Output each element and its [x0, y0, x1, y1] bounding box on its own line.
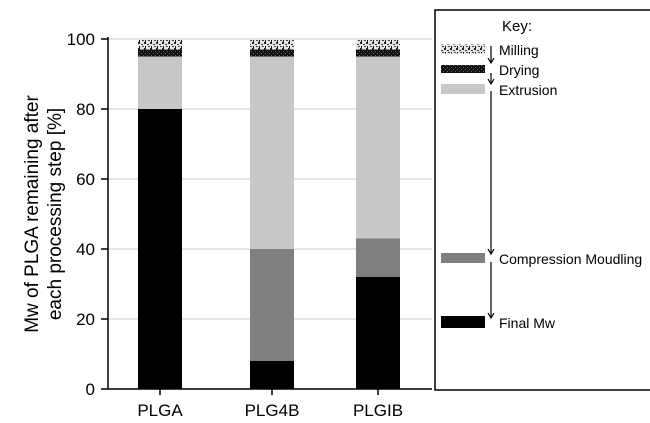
bar-segment-plga-milling — [138, 39, 182, 50]
y-tick-label: 0 — [86, 380, 95, 399]
legend-label-compression-moudling: Compression Moudling — [499, 251, 642, 267]
bar-segment-plg4b-compression-moudling — [250, 249, 294, 361]
legend-swatch-milling — [441, 44, 485, 54]
legend-swatch-extrusion — [441, 84, 485, 94]
bars — [138, 39, 400, 389]
process-arrow-head — [487, 248, 495, 256]
bar-segment-plga-extrusion — [138, 56, 182, 109]
legend-title: Key: — [502, 18, 532, 35]
bar-segment-plgib-extrusion — [356, 56, 400, 239]
bar-segment-plg4b-milling — [250, 39, 294, 50]
legend-label-milling: Milling — [499, 42, 539, 58]
y-tick-label: 20 — [76, 310, 95, 329]
y-tick-labels: 0 20 40 60 80 100 — [67, 30, 108, 399]
x-tick-label: PLG4B — [245, 401, 300, 420]
x-tick-label: PLGA — [137, 401, 183, 420]
legend-swatch-compression-moudling — [441, 253, 485, 263]
bar-segment-plga-final-mw — [138, 109, 182, 389]
y-tick-label: 60 — [76, 170, 95, 189]
bar-segment-plga-drying — [138, 49, 182, 57]
legend-label-drying: Drying — [499, 62, 539, 78]
y-axis-label: Mw of PLGA remaining after each processin… — [22, 95, 66, 333]
legend-swatch-final-mw — [441, 316, 485, 328]
bar-segment-plg4b-drying — [250, 49, 294, 57]
process-arrow-head — [487, 312, 495, 320]
y-tick-label: 100 — [67, 30, 95, 49]
bar-segment-plg4b-extrusion — [250, 56, 294, 249]
legend-label-final-mw: Final Mw — [499, 315, 556, 331]
legend: Key: Final Mw Compression Moudling Extrusio… — [434, 9, 650, 391]
bar-segment-plgib-compression-moudling — [356, 238, 400, 277]
bar-segment-plgib-drying — [356, 49, 400, 57]
legend-swatch-drying — [441, 65, 485, 73]
bar-segment-plgib-final-mw — [356, 277, 400, 389]
x-tick-labels: PLGA PLG4B PLGIB — [137, 389, 403, 420]
bar-segment-plgib-milling — [356, 39, 400, 50]
process-arrow-head — [487, 78, 495, 86]
y-tick-label: 40 — [76, 240, 95, 259]
process-arrow-head — [487, 57, 495, 65]
y-tick-label: 80 — [76, 100, 95, 119]
legend-label-extrusion: Extrusion — [499, 82, 557, 98]
bar-segment-plg4b-final-mw — [250, 361, 294, 389]
x-tick-label: PLGIB — [353, 401, 403, 420]
